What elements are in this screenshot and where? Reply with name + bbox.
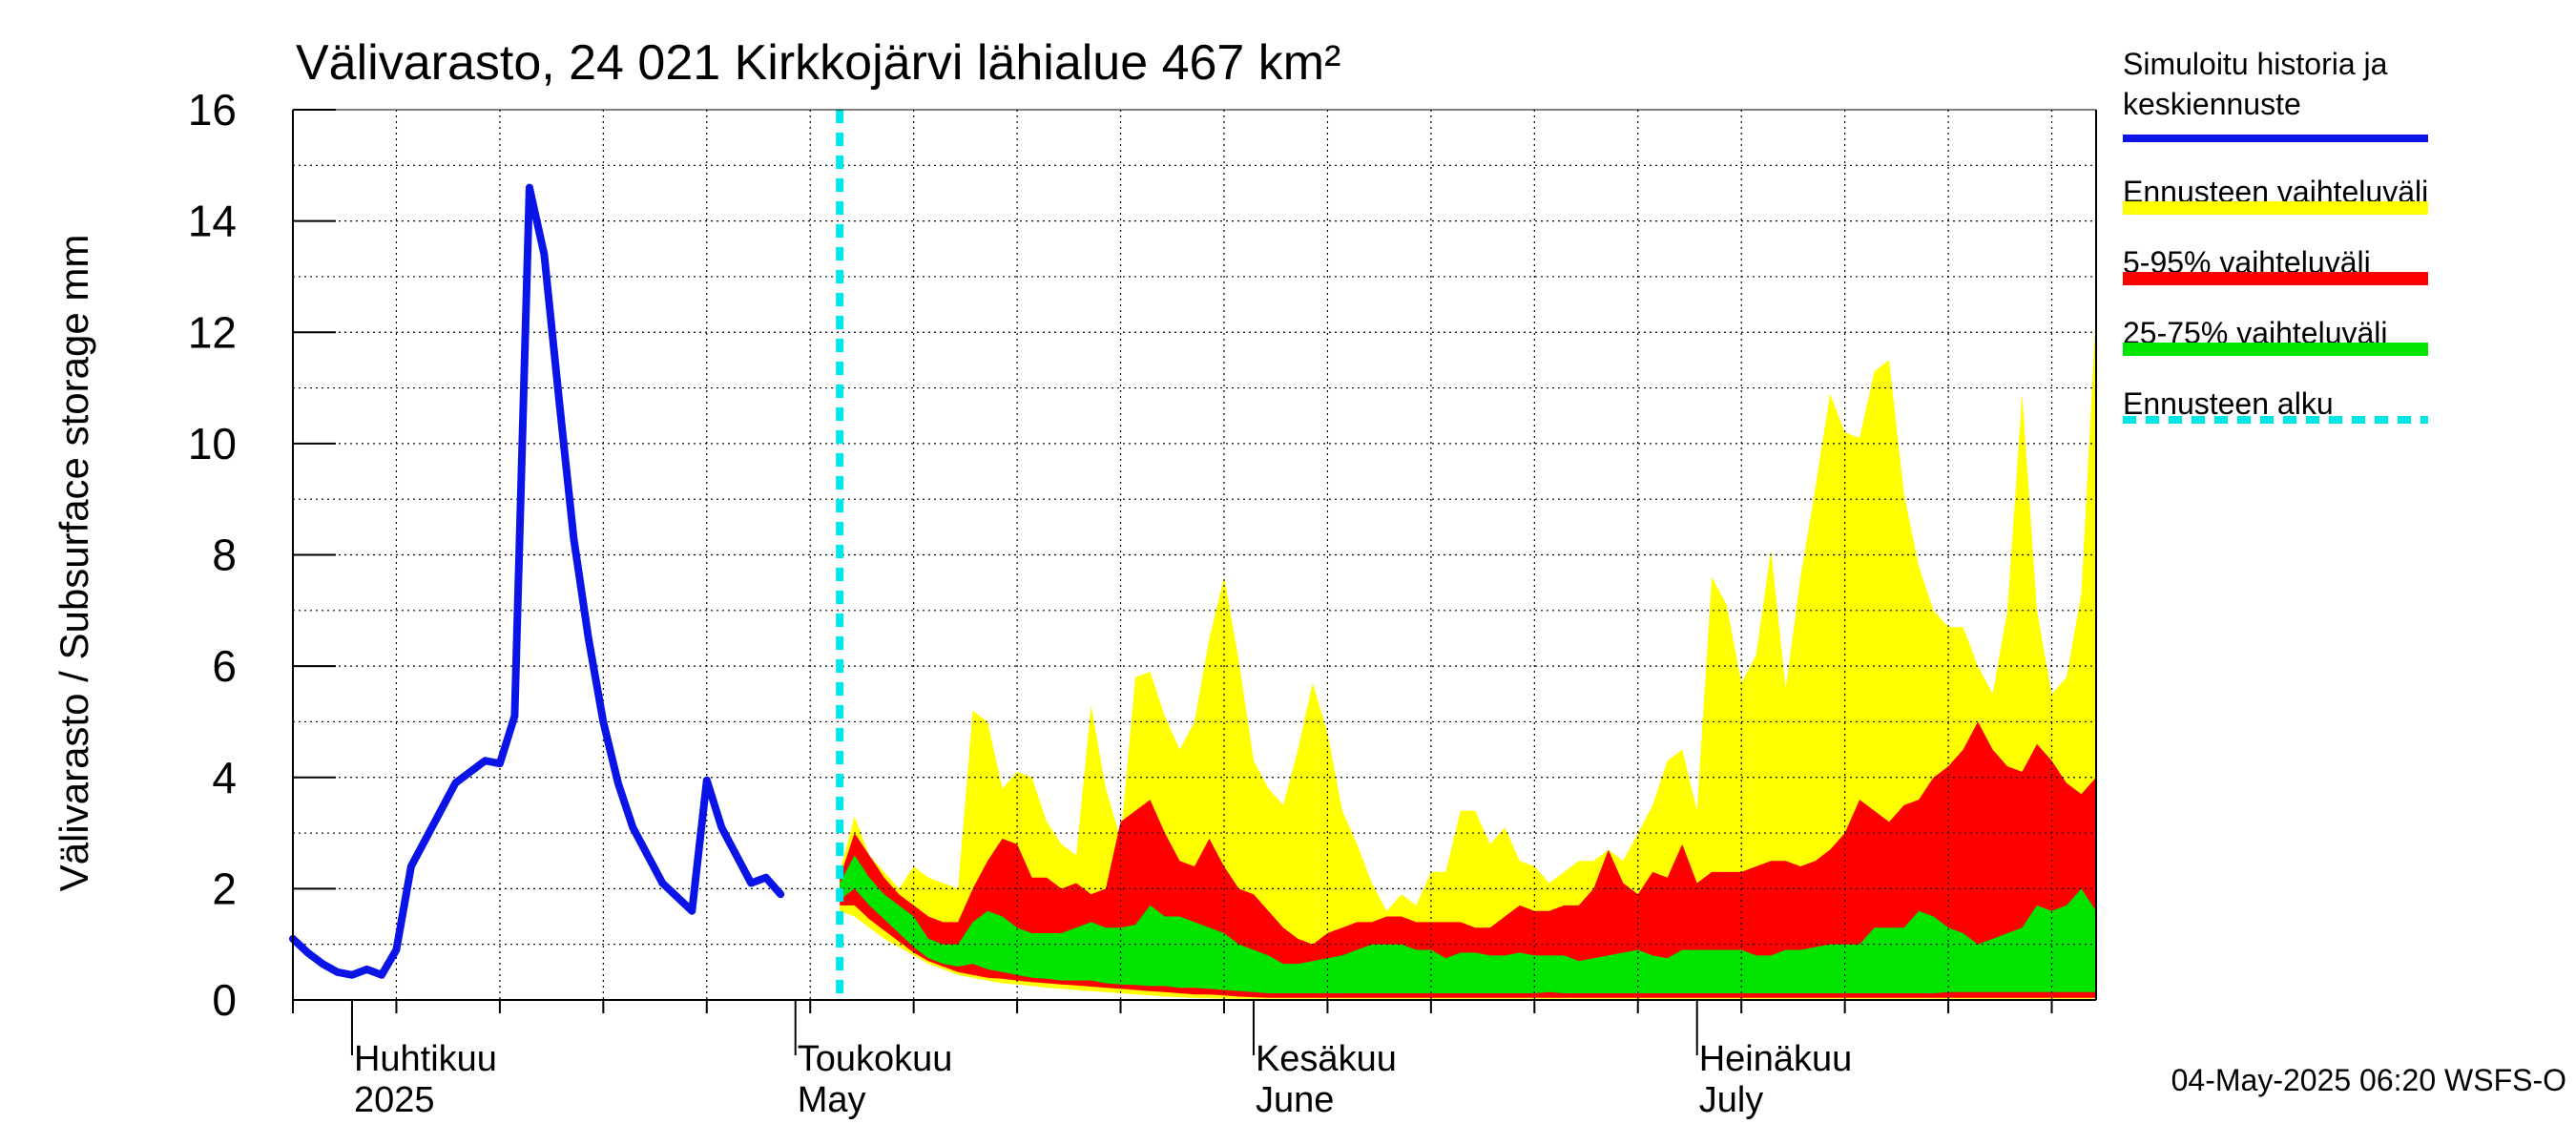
x-month-label: Huhtikuu [354,1039,497,1079]
y-tick-label: 10 [188,419,237,468]
y-tick-label: 2 [212,864,237,913]
x-month-sublabel: July [1699,1080,1764,1120]
legend: Simuloitu historia ja keskiennuste Ennuste… [2123,47,2428,424]
timestamp: 04-May-2025 06:20 WSFS-O [2171,1063,2566,1097]
history-mean-line [289,183,785,979]
x-month-label: Heinäkuu [1699,1039,1853,1079]
x-month-sublabel: June [1256,1080,1334,1120]
band-25-75 [840,855,2097,993]
y-tick-label: 4 [212,753,237,802]
y-tick-label: 6 [212,641,237,691]
chart-title: Välivarasto, 24 021 Kirkkojärvi lähialue… [296,35,1340,91]
x-month-label: Toukokuu [798,1039,953,1079]
legend-label-history: keskiennuste [2123,87,2301,121]
legend-label-forecast_start: Ennusteen alku [2123,386,2334,421]
y-tick-label: 14 [188,197,237,246]
y-tick-label: 8 [212,531,237,580]
y-tick-label: 12 [188,307,237,357]
x-month-sublabel: 2025 [354,1080,435,1120]
plot-area [289,110,2097,1000]
x-month-sublabel: May [798,1080,866,1120]
y-axis-label: Välivarasto / Subsurface storage mm [52,235,96,892]
x-month-label: Kesäkuu [1256,1039,1397,1079]
y-tick-label: 0 [212,975,237,1025]
y-tick-label: 16 [188,85,237,135]
legend-label-history: Simuloitu historia ja [2123,47,2388,81]
